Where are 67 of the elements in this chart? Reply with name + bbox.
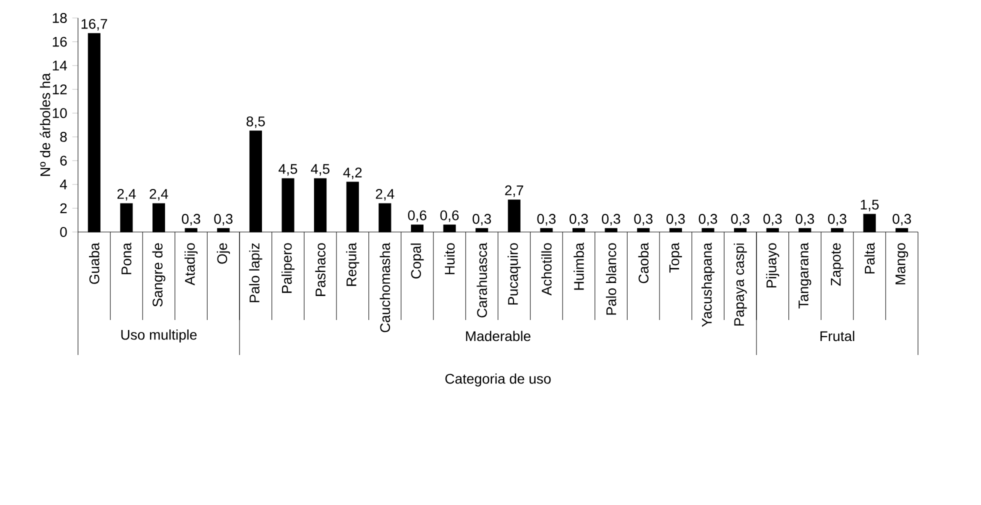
y-axis-title: Nº de árboles ha <box>40 73 50 176</box>
data-label: 0,3 <box>698 214 718 226</box>
data-label: 16,7 <box>82 18 108 31</box>
x-tick-label: Achotillo <box>541 243 552 296</box>
data-label: 0,3 <box>828 214 846 226</box>
x-tick-label: Mango <box>896 243 908 284</box>
x-tick-label: Carahuasca <box>476 242 487 318</box>
text: Maderable <box>466 330 530 342</box>
data-label: 0,3 <box>796 214 814 226</box>
data-label: 0,3 <box>666 214 685 226</box>
data-label: 2,4 <box>150 188 168 201</box>
x-tick-label: Papaya caspi <box>734 244 747 326</box>
data-label: 8,5 <box>246 116 265 128</box>
data-label: 4,5 <box>278 164 298 176</box>
x-tick-label: Sangre de <box>152 243 166 307</box>
data-label: 0,3 <box>182 214 200 226</box>
x-tick-label: Atadijo <box>184 243 198 286</box>
x-tick-label: Pashaco <box>315 243 326 296</box>
data-label: 2,4 <box>376 188 394 201</box>
data-label: 2,7 <box>505 185 524 197</box>
x-tick-label: Yacushapana <box>701 242 715 327</box>
y-tick-label: 8 <box>60 132 67 142</box>
x-tick-label: Palo blanco <box>606 243 616 315</box>
data-label: 1,5 <box>860 200 879 212</box>
data-label: 0,3 <box>634 214 653 226</box>
data-label: 4,2 <box>343 168 362 180</box>
x-tick-label: Zapote <box>830 243 844 286</box>
data-label: 0,3 <box>763 214 782 226</box>
data-label: 0,3 <box>537 214 556 226</box>
data-label: 0,3 <box>892 214 911 226</box>
y-tick-label: 6 <box>60 156 67 166</box>
y-tick-label: 2 <box>60 203 67 214</box>
x-tick-label: Pijuayo <box>766 243 780 288</box>
data-label: 0,3 <box>472 214 491 226</box>
x-tick-label: Palo lapiz <box>249 243 262 302</box>
x-tick-label: Topa <box>669 242 682 273</box>
x-tick-label: Pona <box>122 242 132 274</box>
x-tick-label: Caoba <box>638 242 649 284</box>
x-tick-label: Copal <box>410 244 424 278</box>
data-label: 0,6 <box>440 210 459 222</box>
x-tick-label: Palipero <box>281 243 295 293</box>
y-tick-label: 10 <box>52 108 67 118</box>
x-axis-title: Categoria de uso <box>445 373 551 387</box>
x-tick-label: Requia <box>346 242 360 286</box>
x-tick-label: Pucaquiro <box>508 243 521 305</box>
x-tick-label: Huimba <box>574 242 584 290</box>
x-tick-label: Huito <box>444 243 455 274</box>
text: Uso multiple <box>121 329 197 343</box>
data-label: 0,3 <box>570 214 588 226</box>
text: Frutal <box>820 330 854 342</box>
data-label: 0,3 <box>602 214 620 226</box>
data-label: 0,3 <box>214 214 233 226</box>
x-tick-label: Cauchomasha <box>380 242 390 332</box>
x-tick-label: Guaba <box>89 242 100 284</box>
y-tick-label: 4 <box>60 180 67 190</box>
x-tick-label: Oje <box>216 243 230 264</box>
y-tick-label: 18 <box>52 13 67 23</box>
y-tick-label: 14 <box>52 60 67 70</box>
x-tick-label: Tangarana <box>798 242 812 308</box>
data-label: 0,3 <box>731 214 750 226</box>
data-label: 0,6 <box>408 210 426 222</box>
data-label: 4,5 <box>310 164 330 176</box>
x-tick-label: Palta <box>864 242 875 274</box>
data-label: 2,4 <box>117 188 136 201</box>
y-tick-label: 0 <box>60 227 67 237</box>
y-tick-label: 16 <box>52 36 67 47</box>
y-tick-label: 12 <box>52 84 67 94</box>
